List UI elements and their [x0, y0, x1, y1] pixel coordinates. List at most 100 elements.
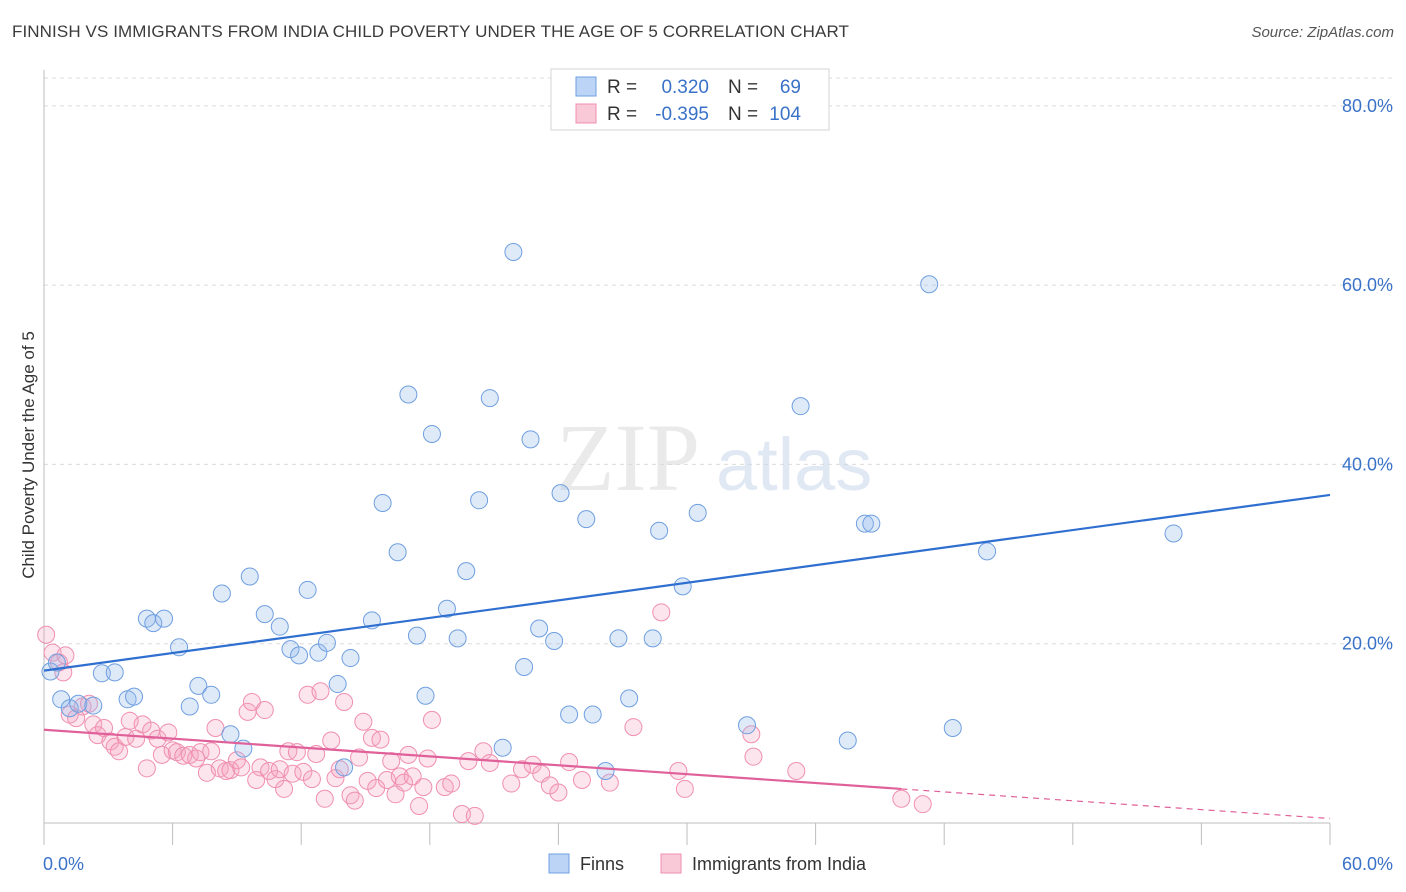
finns-point [388, 543, 407, 562]
finns-point [551, 484, 570, 503]
finns-point [317, 633, 336, 652]
finns-point [189, 676, 208, 695]
finns-point [457, 562, 476, 581]
india-point [669, 762, 688, 781]
india-point [137, 759, 156, 778]
india-point [560, 753, 579, 772]
india-point [442, 774, 461, 793]
india-point [892, 789, 911, 808]
india-point [675, 779, 694, 798]
india-point [913, 795, 932, 814]
finns-point [688, 503, 707, 522]
finns-point [650, 521, 669, 540]
finns-point [480, 389, 499, 408]
india-trend-line [43, 728, 902, 791]
legend-r-label-finns: R = [607, 77, 637, 98]
india-point [202, 742, 221, 761]
finns-trend-line [43, 493, 1331, 672]
finns-point [521, 430, 540, 449]
y-tick-label: 60.0% [1342, 275, 1393, 295]
finns-point [60, 699, 79, 718]
india-point [600, 773, 619, 792]
finns-point [738, 716, 757, 735]
legend-n-value-india: 104 [769, 104, 801, 125]
finns-point [1164, 524, 1183, 543]
india-point [652, 603, 671, 622]
chart-title: FINNISH VS IMMIGRANTS FROM INDIA CHILD P… [12, 22, 850, 41]
finns-point [596, 762, 615, 781]
india-point [275, 779, 294, 798]
india-point [152, 745, 171, 764]
india-points [37, 603, 932, 825]
legend-r-value-india: -0.395 [655, 104, 709, 125]
india-point [242, 692, 261, 711]
axes [43, 70, 1331, 845]
india-point [744, 747, 763, 766]
finns-points [41, 242, 1183, 781]
finns-point [838, 731, 857, 750]
india-point [549, 783, 568, 802]
finns-point [212, 584, 231, 603]
gridlines [44, 77, 1392, 645]
india-trend-line-extension [901, 788, 1331, 820]
finns-point [341, 649, 360, 668]
finns-point [328, 675, 347, 694]
finns-point [855, 514, 874, 533]
finns-point [609, 629, 628, 648]
finns-point [180, 697, 199, 716]
india-point [302, 770, 321, 789]
india-point [371, 730, 390, 749]
finns-point [470, 491, 489, 510]
legend-n-value-finns: 69 [780, 77, 801, 98]
y-tick-label: 80.0% [1342, 96, 1393, 116]
bottom-legend-finns: Finns [580, 854, 624, 874]
finns-point [920, 275, 939, 294]
bottom-legend-swatch-india [660, 853, 682, 874]
finns-point [144, 614, 163, 633]
finns-point [560, 705, 579, 724]
legend-swatch-india [575, 103, 597, 124]
india-point [414, 778, 433, 797]
legend-box: R = 0.320 N = 69 R = -0.395 N = 104 [550, 68, 830, 131]
india-point [206, 718, 225, 737]
india-point [787, 762, 806, 781]
india-point [350, 748, 369, 767]
india-point [512, 760, 531, 779]
finns-point [448, 629, 467, 648]
india-point [480, 753, 499, 772]
finns-point [504, 242, 523, 261]
finns-point [978, 542, 997, 561]
india-point [403, 767, 422, 786]
india-point [459, 752, 478, 771]
finns-point [290, 646, 309, 665]
finns-point [862, 514, 881, 533]
finns-point [493, 738, 512, 757]
finns-point [41, 662, 60, 681]
finns-point [530, 619, 549, 638]
finns-point [673, 577, 692, 596]
watermark: ZIP atlas [556, 404, 872, 511]
legend-r-label-india: R = [607, 104, 637, 125]
india-point [67, 709, 86, 728]
finns-point [407, 626, 426, 645]
legend-swatch-finns [575, 76, 597, 97]
finns-point [373, 493, 392, 512]
x-tick-label: 0.0% [43, 854, 84, 874]
india-point [322, 731, 341, 750]
finns-point [943, 718, 962, 737]
india-point [502, 774, 521, 793]
finns-point [255, 605, 274, 624]
finns-point [399, 385, 418, 404]
finns-point [643, 629, 662, 648]
legend-n-label-finns: N = [728, 77, 758, 98]
chart-source: Source: ZipAtlas.com [1251, 24, 1394, 41]
bottom-legend: Finns Immigrants from India [548, 853, 867, 874]
finns-point [125, 687, 144, 706]
india-point [354, 712, 373, 731]
finns-point [791, 397, 810, 416]
india-point [418, 749, 437, 768]
india-point [255, 701, 274, 720]
y-tick-label: 40.0% [1342, 454, 1393, 474]
finns-point [270, 617, 289, 636]
